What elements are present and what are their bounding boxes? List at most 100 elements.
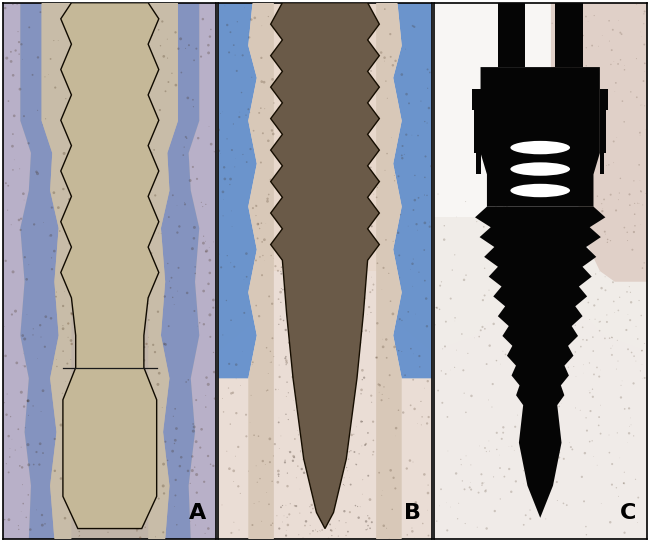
Point xyxy=(328,59,339,67)
Point xyxy=(629,352,640,360)
Point xyxy=(20,362,30,371)
Point xyxy=(305,60,315,68)
Point xyxy=(320,315,331,324)
Point xyxy=(249,431,259,440)
Point xyxy=(265,458,275,467)
Point xyxy=(460,519,471,528)
Point xyxy=(124,505,135,513)
Point xyxy=(306,40,317,49)
Point xyxy=(168,447,178,455)
Point xyxy=(68,270,79,279)
Point xyxy=(40,114,51,123)
Point xyxy=(320,314,330,323)
Point xyxy=(99,223,109,232)
Point xyxy=(594,413,604,422)
Point xyxy=(135,427,146,435)
Point xyxy=(289,240,299,249)
Point xyxy=(281,526,291,535)
Point xyxy=(296,446,306,455)
Point xyxy=(585,389,595,397)
Point xyxy=(131,24,142,33)
Point xyxy=(441,499,452,507)
Point xyxy=(581,531,592,539)
Point xyxy=(316,121,326,130)
Point xyxy=(132,280,142,289)
Point xyxy=(457,476,467,485)
Point xyxy=(94,212,105,221)
Point xyxy=(532,369,542,377)
Point xyxy=(301,517,311,526)
Point xyxy=(612,429,623,437)
Point xyxy=(114,494,125,502)
Point xyxy=(366,163,376,172)
Point xyxy=(377,390,387,399)
Point xyxy=(96,159,107,167)
Point xyxy=(246,73,257,82)
Point xyxy=(290,0,300,7)
Point xyxy=(114,378,125,387)
Point xyxy=(309,305,320,313)
Point xyxy=(129,305,140,313)
Point xyxy=(484,341,495,350)
Point xyxy=(278,285,288,294)
Point xyxy=(641,228,650,237)
Point xyxy=(283,389,294,397)
Point xyxy=(312,471,322,480)
Point xyxy=(168,191,178,199)
Point xyxy=(134,164,144,172)
Point xyxy=(141,270,151,279)
Point xyxy=(82,60,92,68)
Point xyxy=(310,526,320,534)
Point xyxy=(552,496,563,505)
Point xyxy=(95,106,105,115)
Point xyxy=(364,514,374,522)
Point xyxy=(363,472,374,480)
Point xyxy=(121,500,131,508)
Point xyxy=(192,470,202,479)
Point xyxy=(8,165,18,174)
Point xyxy=(124,382,135,391)
Point xyxy=(73,532,84,541)
Point xyxy=(69,184,79,192)
Point xyxy=(518,248,528,256)
Point xyxy=(64,474,75,483)
Point xyxy=(273,103,283,112)
Point xyxy=(597,31,608,40)
Point xyxy=(208,304,218,312)
Point xyxy=(376,396,387,404)
Point xyxy=(100,480,110,488)
Point xyxy=(406,265,416,274)
Point xyxy=(263,195,273,203)
Point xyxy=(19,402,29,411)
Point xyxy=(548,454,558,463)
Point xyxy=(324,48,334,57)
Point xyxy=(294,90,304,99)
Point xyxy=(350,501,361,510)
Point xyxy=(185,517,196,526)
Point xyxy=(120,105,130,113)
Point xyxy=(44,232,55,241)
Point xyxy=(409,22,419,31)
Point xyxy=(535,281,545,289)
Point xyxy=(142,390,153,398)
Point xyxy=(257,517,267,526)
Point xyxy=(77,139,87,148)
Point xyxy=(283,194,293,203)
Point xyxy=(77,464,87,473)
Point xyxy=(638,77,649,86)
Point xyxy=(634,160,644,169)
Point xyxy=(135,292,146,300)
Point xyxy=(285,325,295,333)
Point xyxy=(170,28,181,37)
Point xyxy=(343,440,354,448)
Point xyxy=(235,381,246,390)
Point xyxy=(35,440,46,448)
Point xyxy=(286,238,296,247)
Point xyxy=(129,148,140,157)
Point xyxy=(608,57,619,66)
Point xyxy=(545,373,555,382)
Point xyxy=(304,207,315,215)
Point xyxy=(313,75,324,83)
Point xyxy=(604,16,614,25)
Point xyxy=(422,119,432,127)
